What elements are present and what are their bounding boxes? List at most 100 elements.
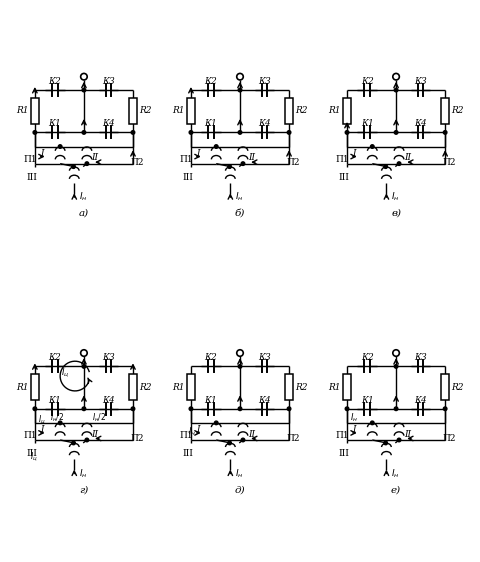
Text: К2: К2 [204, 77, 217, 86]
Text: К4: К4 [258, 119, 271, 128]
Text: $I_н$: $I_н$ [391, 467, 400, 480]
Text: $I_н$: $I_н$ [235, 191, 243, 203]
Text: К4: К4 [258, 396, 271, 405]
Bar [285, 374, 293, 400]
Text: К2: К2 [48, 77, 61, 86]
Circle shape [215, 145, 218, 148]
Text: П2: П2 [443, 434, 456, 443]
Text: К4: К4 [102, 119, 115, 128]
Circle shape [59, 421, 62, 425]
Text: П1: П1 [336, 155, 349, 164]
Text: К4: К4 [102, 396, 115, 405]
Circle shape [189, 407, 193, 411]
Text: III: III [26, 173, 37, 182]
Circle shape [241, 438, 245, 442]
Bar [285, 98, 293, 124]
Circle shape [237, 350, 243, 356]
Text: К1: К1 [204, 396, 217, 405]
Text: $I_н/2$: $I_н/2$ [50, 411, 64, 424]
Text: R1: R1 [328, 106, 341, 115]
Text: К3: К3 [102, 353, 115, 362]
Bar [441, 98, 449, 124]
Text: П2: П2 [131, 158, 144, 167]
Text: К1: К1 [48, 119, 61, 128]
Text: $I_ц$: $I_ц$ [60, 366, 69, 379]
Bar [31, 374, 39, 400]
Circle shape [131, 407, 135, 411]
Text: $I_ц$: $I_ц$ [30, 450, 37, 463]
Bar [187, 374, 195, 400]
Text: П2: П2 [287, 434, 300, 443]
Text: R2: R2 [295, 106, 308, 115]
Circle shape [82, 88, 86, 92]
Circle shape [394, 365, 398, 368]
Text: III: III [182, 449, 193, 458]
Circle shape [384, 441, 387, 445]
Text: R2: R2 [295, 383, 308, 392]
Text: II: II [92, 429, 98, 438]
Text: $I_н$: $I_н$ [79, 191, 87, 203]
Circle shape [444, 130, 447, 134]
Circle shape [238, 407, 242, 411]
Text: R2: R2 [452, 383, 464, 392]
Text: $I_н$: $I_н$ [235, 467, 243, 480]
Text: $I_н$: $I_н$ [188, 425, 196, 438]
Text: R1: R1 [328, 383, 341, 392]
Text: д): д) [235, 485, 245, 494]
Text: К2: К2 [204, 353, 217, 362]
Text: П1: П1 [336, 431, 349, 440]
Circle shape [397, 162, 401, 165]
Text: а): а) [79, 209, 89, 218]
Circle shape [393, 74, 399, 80]
Circle shape [238, 88, 242, 92]
Circle shape [238, 130, 242, 134]
Text: К4: К4 [414, 119, 427, 128]
Circle shape [287, 407, 291, 411]
Circle shape [228, 165, 231, 169]
Circle shape [33, 130, 36, 134]
Text: П1: П1 [180, 155, 193, 164]
Text: К3: К3 [414, 77, 427, 86]
Text: К1: К1 [48, 396, 61, 405]
Text: I: I [352, 425, 356, 434]
Text: I: I [352, 149, 356, 158]
Circle shape [228, 441, 231, 445]
Text: г): г) [79, 485, 88, 494]
Bar [129, 98, 137, 124]
Circle shape [131, 130, 135, 134]
Circle shape [85, 438, 89, 442]
Text: К3: К3 [102, 77, 115, 86]
Text: II: II [404, 153, 411, 162]
Circle shape [371, 145, 374, 148]
Circle shape [82, 407, 86, 411]
Text: III: III [182, 173, 193, 182]
Text: в): в) [391, 209, 401, 218]
Text: П2: П2 [287, 158, 300, 167]
Text: R2: R2 [139, 106, 152, 115]
Text: III: III [338, 173, 349, 182]
Text: К2: К2 [48, 353, 61, 362]
Text: II: II [248, 429, 255, 438]
Text: R1: R1 [16, 106, 28, 115]
Text: I: I [196, 425, 199, 434]
Text: II: II [92, 153, 98, 162]
Circle shape [85, 162, 89, 165]
Circle shape [394, 130, 398, 134]
Circle shape [241, 162, 245, 165]
Circle shape [33, 407, 36, 411]
Text: П2: П2 [131, 434, 144, 443]
Circle shape [238, 365, 242, 368]
Text: R1: R1 [172, 383, 185, 392]
Text: $I_н$: $I_н$ [79, 467, 87, 480]
Text: II: II [248, 153, 255, 162]
Circle shape [72, 165, 75, 169]
Text: К1: К1 [204, 119, 217, 128]
Text: К1: К1 [360, 396, 373, 405]
Circle shape [287, 130, 291, 134]
Text: П1: П1 [24, 155, 37, 164]
Text: К2: К2 [360, 77, 373, 86]
Text: II: II [404, 429, 411, 438]
Text: I: I [40, 425, 43, 434]
Text: П1: П1 [24, 431, 37, 440]
Circle shape [81, 350, 87, 356]
